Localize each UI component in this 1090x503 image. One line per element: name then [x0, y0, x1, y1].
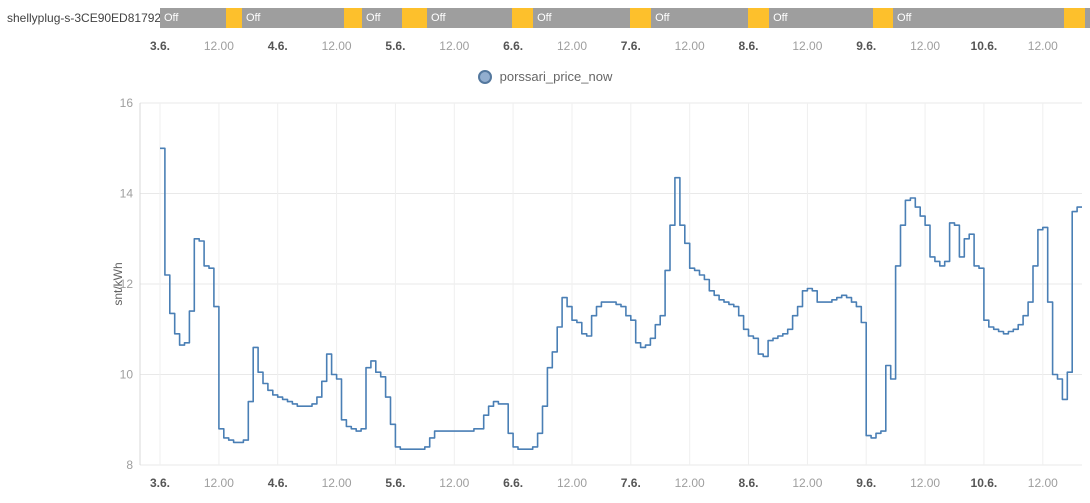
- x-tick-label: 12.00: [1028, 476, 1058, 490]
- y-tick-label: 8: [126, 458, 133, 472]
- state-segment-off[interactable]: Off: [651, 8, 749, 28]
- state-segment-label: Off: [366, 12, 381, 24]
- y-axis-title: snt/kWh: [111, 262, 125, 305]
- x-tick-label: 8.6.: [738, 476, 758, 490]
- state-segment-off[interactable]: Off: [769, 8, 874, 28]
- x-tick-label: 12.00: [204, 476, 234, 490]
- state-segment-label: Off: [897, 12, 912, 24]
- state-segment-on[interactable]: [402, 8, 428, 28]
- x-tick-label: 12.00: [322, 476, 352, 490]
- strip-axis-tick-label: 10.6.: [971, 39, 998, 53]
- strip-axis-tick-label: 12.00: [675, 39, 705, 53]
- state-segment-label: Off: [655, 12, 670, 24]
- strip-axis-tick-label: 7.6.: [621, 39, 641, 53]
- strip-axis-tick-label: 12.00: [910, 39, 940, 53]
- state-segment-off[interactable]: [1085, 8, 1090, 28]
- price-step-line[interactable]: [160, 147, 1082, 450]
- x-tick-label: 5.6.: [385, 476, 405, 490]
- legend-series-label: porssari_price_now: [499, 69, 613, 84]
- strip-axis-tick-label: 12.00: [1028, 39, 1058, 53]
- state-segment-label: Off: [164, 12, 179, 24]
- strip-axis-tick-label: 12.00: [792, 39, 822, 53]
- legend-item[interactable]: porssari_price_now: [0, 69, 1090, 84]
- state-segment-off[interactable]: Off: [533, 8, 631, 28]
- strip-axis-tick-label: 4.6.: [268, 39, 288, 53]
- device-entity-label: shellyplug-s-3CE90ED81792: [7, 11, 162, 25]
- state-segment-on[interactable]: [1064, 8, 1086, 28]
- x-tick-label: 6.6.: [503, 476, 523, 490]
- x-tick-label: 12.00: [439, 476, 469, 490]
- state-segment-off[interactable]: Off: [362, 8, 403, 28]
- strip-axis-tick-label: 12.00: [557, 39, 587, 53]
- state-segment-on[interactable]: [630, 8, 652, 28]
- strip-axis-tick-label: 12.00: [322, 39, 352, 53]
- strip-axis-tick-label: 8.6.: [738, 39, 758, 53]
- x-tick-label: 12.00: [792, 476, 822, 490]
- y-tick-label: 16: [120, 96, 134, 110]
- x-tick-label: 4.6.: [268, 476, 288, 490]
- y-tick-label: 12: [120, 277, 134, 291]
- state-segment-off[interactable]: Off: [242, 8, 345, 28]
- strip-axis-tick-label: 5.6.: [385, 39, 405, 53]
- strip-axis-tick-label: 12.00: [204, 39, 234, 53]
- state-segment-on[interactable]: [512, 8, 534, 28]
- x-tick-label: 12.00: [675, 476, 705, 490]
- x-tick-label: 12.00: [557, 476, 587, 490]
- x-tick-label: 7.6.: [621, 476, 641, 490]
- x-tick-label: 10.6.: [971, 476, 998, 490]
- state-segment-label: Off: [246, 12, 261, 24]
- state-segment-label: Off: [537, 12, 552, 24]
- x-tick-label: 3.6.: [150, 476, 170, 490]
- state-segment-on[interactable]: [344, 8, 363, 28]
- strip-axis-tick-label: 6.6.: [503, 39, 523, 53]
- state-segment-label: Off: [773, 12, 788, 24]
- y-tick-label: 14: [120, 187, 134, 201]
- strip-axis-tick-label: 12.00: [439, 39, 469, 53]
- x-tick-label: 12.00: [910, 476, 940, 490]
- state-segment-on[interactable]: [226, 8, 242, 28]
- state-segment-off[interactable]: Off: [893, 8, 1065, 28]
- state-timeline[interactable]: Off Off Off Off Off Off Off Off: [160, 8, 1090, 28]
- x-tick-label: 9.6.: [856, 476, 876, 490]
- state-segment-label: Off: [431, 12, 446, 24]
- legend-marker-icon: [477, 69, 492, 84]
- y-tick-label: 10: [120, 368, 134, 382]
- state-segment-off[interactable]: Off: [160, 8, 227, 28]
- state-segment-on[interactable]: [873, 8, 894, 28]
- state-segment-on[interactable]: [748, 8, 770, 28]
- strip-axis-tick-label: 9.6.: [856, 39, 876, 53]
- state-segment-off[interactable]: Off: [427, 8, 513, 28]
- strip-axis-tick-label: 3.6.: [150, 39, 170, 53]
